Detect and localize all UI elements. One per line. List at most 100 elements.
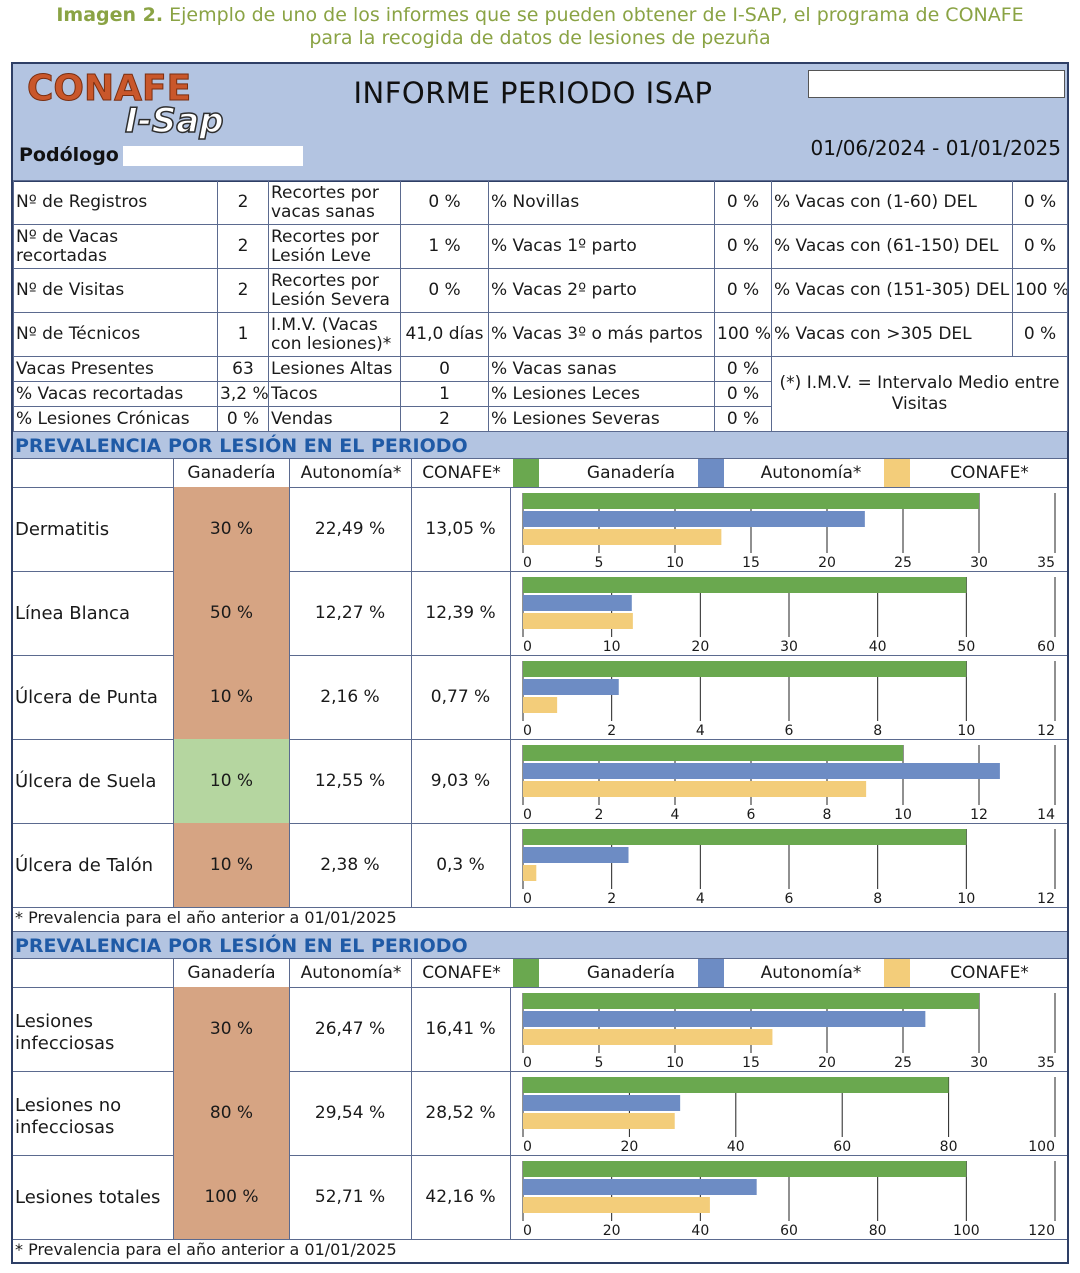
tick-label: 40 xyxy=(869,639,887,655)
summary-cell: % Vacas con >305 DEL xyxy=(771,312,1013,357)
ganaderia-value: 50 % xyxy=(173,571,290,655)
caption-line1: Ejemplo de uno de los informes que se pu… xyxy=(163,4,1024,26)
section-footnote: * Prevalencia para el año anterior a 01/… xyxy=(15,1240,397,1259)
tick-label: 14 xyxy=(1037,807,1055,823)
summary-cell: 2 xyxy=(217,180,269,225)
col-ganaderia: Ganadería xyxy=(173,459,289,487)
summary-cell: % Lesiones Severas xyxy=(488,406,715,432)
bar-autonomia xyxy=(523,511,865,527)
bar-conafe xyxy=(523,865,537,881)
tick-label: 0 xyxy=(523,555,532,571)
tick-label: 25 xyxy=(894,1055,912,1071)
conafe-value: 28,52 % xyxy=(411,1071,511,1155)
summary-cell: 0 % xyxy=(714,406,772,432)
tick-label: 0 xyxy=(523,1223,532,1239)
tick-label: 5 xyxy=(595,555,604,571)
ganaderia-value: 100 % xyxy=(173,1155,290,1239)
lesion-name: Lesiones totales xyxy=(15,1187,161,1208)
summary-cell: 100 % xyxy=(714,312,772,357)
tick-label: 4 xyxy=(696,891,705,907)
tick-label: 100 xyxy=(1028,1139,1055,1155)
tick-label: 30 xyxy=(780,639,798,655)
summary-cell: 0 % xyxy=(714,356,772,382)
summary-cell: Recortes por Lesión Severa xyxy=(268,268,401,313)
bar-autonomia xyxy=(523,1011,926,1027)
caption-line2: para la recogida de datos de lesiones de… xyxy=(309,27,771,49)
tick-label: 6 xyxy=(785,891,794,907)
conafe-value: 0,3 % xyxy=(411,823,511,907)
lesion-row: Línea Blanca 50 % 12,27 % 12,39 % 0 10 20 30 40 5… xyxy=(13,571,1067,656)
summary-cell: 0 % xyxy=(714,268,772,313)
tick-label: 60 xyxy=(833,1139,851,1155)
tick-label: 15 xyxy=(742,555,760,571)
lesion-name: Línea Blanca xyxy=(15,603,130,624)
summary-cell: 2 xyxy=(217,268,269,313)
lesion-bar-chart: 0 10 20 30 40 50 60 xyxy=(522,577,1056,655)
summary-cell: 100 % xyxy=(1012,268,1068,313)
bar-autonomia xyxy=(523,847,629,863)
lesion-row: Dermatitis 30 % 22,49 % 13,05 % 0 5 10 15 20 25 30… xyxy=(13,487,1067,572)
bar-ganaderia xyxy=(523,993,979,1009)
conafe-value: 42,16 % xyxy=(411,1155,511,1239)
autonomia-value: 12,27 % xyxy=(289,571,412,655)
tick-label: 10 xyxy=(666,555,684,571)
column-header-row: Ganadería Autonomía* CONAFE* Ganadería Auton… xyxy=(13,459,1067,488)
tick-label: 20 xyxy=(620,1139,638,1155)
report-header: CONAFE I-Sap INFORME PERIODO ISAP Podólo… xyxy=(13,64,1067,182)
summary-cell: % Vacas con (1-60) DEL xyxy=(771,180,1013,225)
lesion-bar-chart: 0 2 4 6 8 10 12 xyxy=(522,661,1056,739)
summary-cell: 0 % xyxy=(1012,312,1068,357)
summary-cell: 0 xyxy=(400,356,489,382)
column-header-row: Ganadería Autonomía* CONAFE* Ganadería Auton… xyxy=(13,959,1067,988)
tick-label: 10 xyxy=(957,891,975,907)
imv-note: (*) I.M.V. = Intervalo Medio entre Visit… xyxy=(771,356,1068,432)
tick-label: 12 xyxy=(1037,723,1055,739)
tick-label: 20 xyxy=(818,555,836,571)
summary-cell: 0 % xyxy=(714,381,772,407)
summary-cell: 0 % xyxy=(1012,224,1068,269)
tick-label: 12 xyxy=(970,807,988,823)
legend-label-autonomia: Autonomía* xyxy=(760,463,862,483)
lesion-bar-chart: 0 5 10 15 20 25 30 35 xyxy=(522,993,1056,1071)
lesion-name: Úlcera de Talón xyxy=(15,855,153,876)
summary-cell: Nº de Técnicos xyxy=(13,312,218,357)
lesion-name: Lesiones infecciosas xyxy=(15,1011,115,1054)
tick-label: 8 xyxy=(873,723,882,739)
podologo-field[interactable] xyxy=(123,146,303,166)
lesion-name: Dermatitis xyxy=(15,519,110,540)
summary-table: Nº de Registros 2 Recortes por vacas sanas 0… xyxy=(13,180,1068,432)
summary-cell: % Vacas recortadas xyxy=(13,381,218,407)
legend-swatch-autonomia xyxy=(698,959,724,987)
tick-label: 10 xyxy=(603,639,621,655)
tick-label: 0 xyxy=(523,891,532,907)
bar-autonomia xyxy=(523,679,619,695)
summary-row: % Vacas recortadas 3,2 % Tacos 1% Lesiones … xyxy=(13,381,1068,407)
summary-cell: % Vacas 1º parto xyxy=(488,224,715,269)
bar-conafe xyxy=(523,1113,675,1129)
summary-cell: 1 xyxy=(400,381,489,407)
lesion-row: Lesiones no infecciosas 80 % 29,54 % 28,52 … xyxy=(13,1071,1067,1156)
tick-label: 20 xyxy=(603,1223,621,1239)
legend-swatch-ganaderia xyxy=(513,959,539,987)
summary-cell: % Vacas con (61-150) DEL xyxy=(771,224,1013,269)
bar-conafe xyxy=(523,781,867,797)
tick-label: 0 xyxy=(523,807,532,823)
conafe-value: 0,77 % xyxy=(411,655,511,739)
summary-cell: 0 % xyxy=(400,268,489,313)
lesion-bar-chart: 0 2 4 6 8 10 12 14 xyxy=(522,745,1056,823)
bar-autonomia xyxy=(523,595,632,611)
summary-cell: % Vacas 3º o más partos xyxy=(488,312,715,357)
summary-cell: 2 xyxy=(400,406,489,432)
header-blank-field[interactable] xyxy=(808,70,1065,98)
legend-label-ganaderia: Ganadería xyxy=(586,963,676,983)
tick-label: 10 xyxy=(894,807,912,823)
autonomia-value: 26,47 % xyxy=(289,987,412,1071)
bar-ganaderia xyxy=(523,493,979,509)
conafe-value: 16,41 % xyxy=(411,987,511,1071)
tick-label: 35 xyxy=(1037,555,1055,571)
summary-cell: Vendas xyxy=(268,406,401,432)
tick-label: 4 xyxy=(671,807,680,823)
summary-row: % Lesiones Crónicas 0 % Vendas 2% Lesiones … xyxy=(13,406,1068,432)
autonomia-value: 2,16 % xyxy=(289,655,412,739)
bar-ganaderia xyxy=(523,1077,949,1093)
